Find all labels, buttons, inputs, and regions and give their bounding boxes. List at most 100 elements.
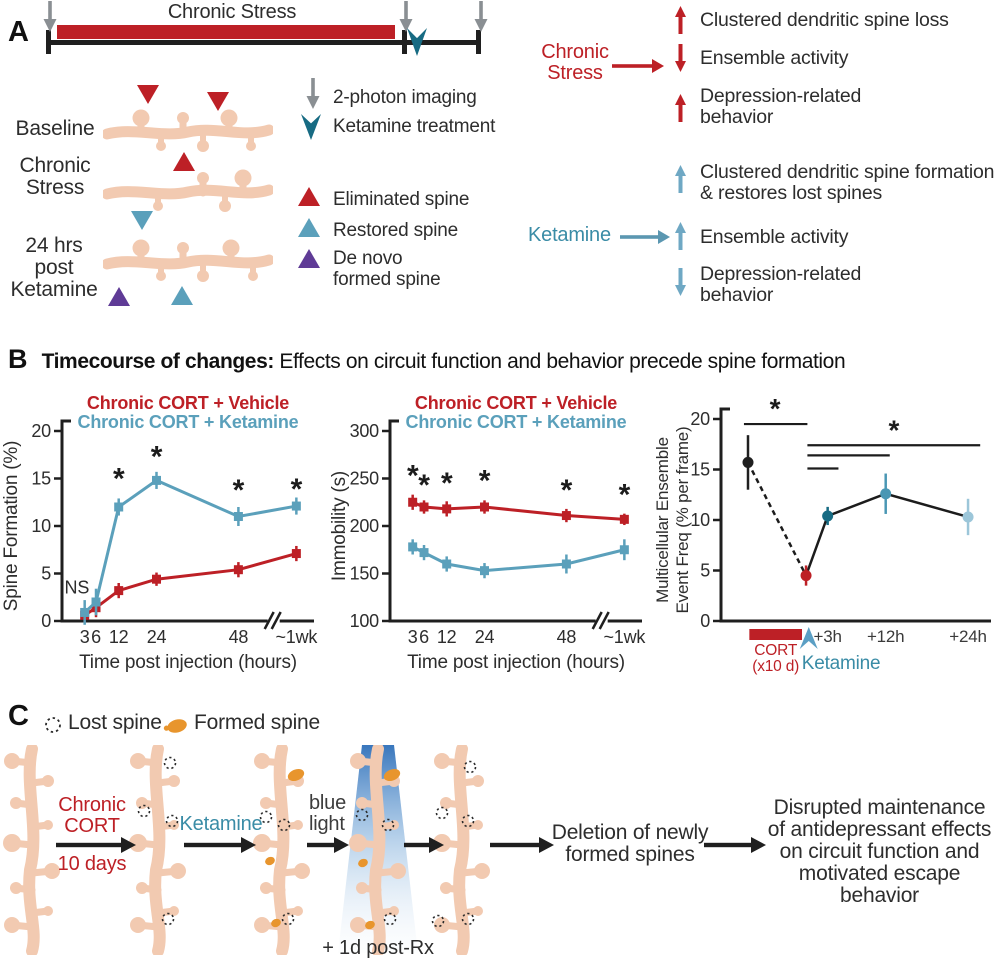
svg-text:+3h: +3h (814, 627, 842, 646)
timeline-title: Chronic Stress (167, 1, 297, 23)
svg-text:250: 250 (350, 469, 380, 489)
ketamine-step-label: Ketamine (179, 813, 263, 835)
svg-text:*: * (151, 441, 163, 474)
svg-text:48: 48 (557, 627, 577, 647)
dendrite-after-ketamine (253, 745, 310, 955)
panel-b-title: Effects on circuit function and behavior… (273, 350, 846, 373)
timeline-tick-ketamine (402, 30, 407, 54)
svg-text:*: * (561, 474, 573, 507)
panel-c-label: C (8, 700, 29, 732)
svg-text:*: * (113, 462, 125, 495)
eliminated-spine-marker-icon (207, 92, 229, 111)
effect-depression-up: Depression-related behavior (700, 85, 862, 128)
legend-ketamine-treatment: Ketamine treatment (333, 116, 496, 137)
svg-text:150: 150 (350, 564, 380, 584)
lost-spine-icon (45, 717, 61, 733)
step-arrow-icon (704, 837, 766, 853)
legend-2photon: 2-photon imaging (333, 87, 477, 108)
restored-spine-icon (298, 218, 320, 237)
svg-text:5: 5 (41, 564, 51, 584)
imaging-timepoint-icon (43, 1, 57, 32)
panel-b-title-strong: Timecourse of changes: (41, 350, 275, 373)
two-photon-imaging-icon (306, 78, 320, 109)
step-arrow-icon (307, 837, 349, 853)
svg-text:NS: NS (65, 577, 90, 597)
dendrite-healthy (3, 745, 60, 955)
svg-text:48: 48 (229, 627, 249, 647)
legend-formed-spine: Formed spine (194, 711, 320, 734)
outcome-label: Disrupted maintenance of antidepressant … (767, 796, 992, 907)
row-label-chronic-stress: Chronic Stress (19, 154, 91, 199)
svg-text:+12h: +12h (867, 627, 905, 646)
svg-text:200: 200 (350, 516, 380, 536)
svg-text:300: 300 (350, 421, 380, 441)
svg-text:3: 3 (80, 627, 90, 647)
svg-text:Time post injection (hours): Time post injection (hours) (79, 652, 297, 673)
svg-text:(x10 d): (x10 d) (752, 658, 799, 675)
svg-text:Event Freq (% per frame): Event Freq (% per frame) (673, 427, 692, 614)
timeline-axis (48, 40, 480, 45)
svg-text:~1wk: ~1wk (603, 627, 646, 647)
step-arrow-icon (490, 837, 554, 853)
effect-ensemble-down: Ensemble activity (700, 47, 849, 69)
svg-text:*: * (441, 467, 453, 500)
legend-de-novo-spine: De novo formed spine (333, 248, 441, 290)
dendrite-post-ketamine (103, 239, 273, 282)
stress-arrow-icon (612, 59, 664, 73)
dendrite-baseline (103, 109, 273, 152)
svg-text:*: * (233, 474, 245, 507)
decrease-icon (675, 44, 686, 72)
ensemble-frequency-chart: 0 5 10 15 20 Multicellular Ensemble Event Freq… (655, 393, 991, 675)
svg-text:24: 24 (475, 627, 495, 647)
legend-eliminated-spine: Eliminated spine (333, 189, 470, 210)
legend-lost-spine: Lost spine (68, 711, 162, 734)
svg-text:12: 12 (109, 627, 129, 647)
svg-text:20: 20 (690, 409, 710, 429)
svg-text:Ketamine: Ketamine (802, 653, 881, 674)
svg-text:Chronic CORT + Vehicle: Chronic CORT + Vehicle (415, 393, 617, 413)
step-arrow-icon (56, 837, 136, 853)
effect-depression-down: Depression-related behavior (700, 263, 862, 306)
svg-text:+24h: +24h (949, 627, 987, 646)
svg-text:12: 12 (437, 627, 457, 647)
svg-text:3: 3 (408, 627, 418, 647)
effect-spine-formation: Clustered dendritic spine formation & re… (700, 161, 995, 204)
blue-light-label: blue light (309, 792, 347, 835)
dendrite-blue-light (338, 745, 418, 955)
chronic-stress-bar (57, 25, 395, 39)
ketamine-treatment-icon (301, 114, 321, 140)
panel-b-header: B Timecourse of changes: Effects on circ… (8, 344, 846, 375)
svg-text:15: 15 (690, 460, 710, 480)
timeline-tick-end (476, 30, 481, 54)
svg-text:Time post injection (hours): Time post injection (hours) (407, 652, 625, 673)
svg-text:6: 6 (419, 627, 429, 647)
decrease-icon (675, 268, 686, 296)
panel-a-label: A (8, 16, 29, 48)
increase-icon (675, 222, 686, 250)
svg-text:*: * (407, 460, 419, 493)
chronic-stress-source: Chronic Stress (541, 41, 609, 84)
imaging-timepoint-icon (399, 1, 413, 32)
timeline-tick-start (46, 30, 51, 54)
dendrite-after-deletion (431, 745, 490, 955)
effect-ensemble-up: Ensemble activity (700, 226, 849, 248)
dendrite-chronic-stress (103, 169, 273, 212)
de-novo-spine-icon (298, 249, 320, 268)
svg-text:15: 15 (31, 469, 51, 489)
formed-spine-icon (163, 719, 187, 733)
step-arrow-icon (404, 837, 444, 853)
imaging-timepoint-icon (474, 1, 488, 32)
increase-icon (675, 94, 686, 122)
row-label-post-ketamine: 24 hrs post Ketamine (10, 234, 98, 301)
svg-text:Multicellular Ensemble: Multicellular Ensemble (655, 437, 672, 603)
svg-text:20: 20 (31, 421, 51, 441)
row-label-baseline: Baseline (15, 117, 95, 140)
svg-text:5: 5 (700, 561, 710, 581)
svg-text:0: 0 (41, 611, 51, 631)
increase-icon (675, 165, 686, 193)
svg-text:*: * (619, 479, 631, 512)
deletion-label: Deletion of newly formed spines (551, 821, 709, 866)
svg-text:*: * (479, 464, 491, 497)
